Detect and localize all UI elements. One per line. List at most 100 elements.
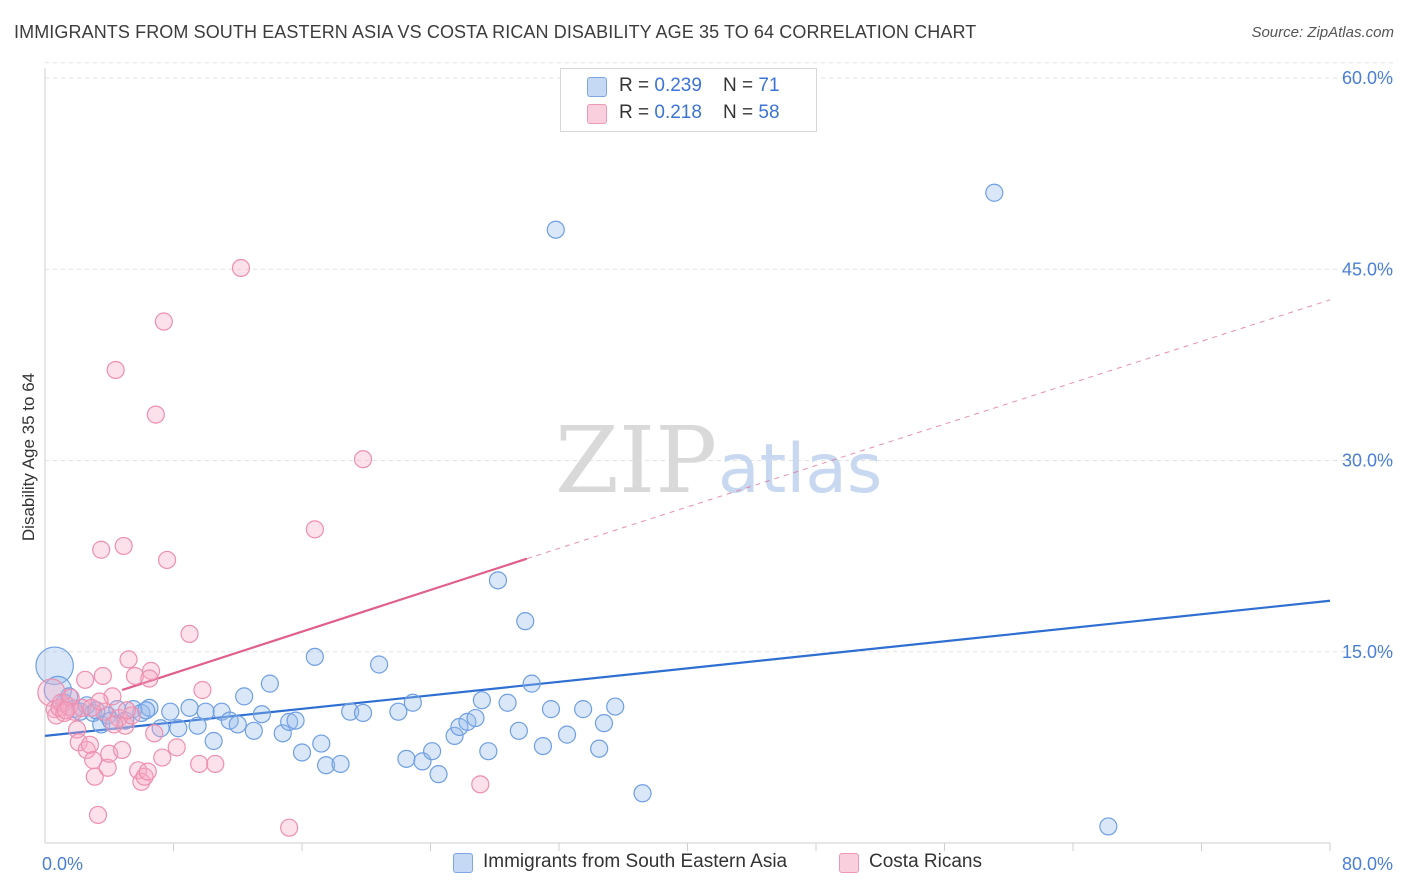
point-asia	[403, 693, 422, 712]
point-asia	[204, 731, 223, 751]
point-costa-rican	[153, 748, 172, 767]
trend-line-dashed	[526, 299, 1331, 560]
y-tick-label: 45.0%	[1342, 259, 1393, 279]
point-costa-rican	[138, 762, 157, 781]
point-asia	[273, 724, 292, 743]
point-costa-rican	[93, 666, 112, 686]
point-costa-rican	[90, 692, 109, 711]
point-asia	[316, 756, 336, 775]
legend-swatch-pink	[587, 104, 607, 124]
tick-labels: 15.0% 30.0% 45.0% 60.0% 0.0% 80.0%	[42, 68, 1393, 874]
point-asia	[196, 702, 215, 721]
point-costa-rican	[280, 818, 299, 837]
point-asia	[35, 646, 74, 686]
legend-n-label: N =	[723, 102, 759, 123]
point-costa-rican	[117, 701, 137, 720]
point-costa-rican	[305, 520, 324, 539]
y-tick-label: 60.0%	[1342, 68, 1393, 88]
point-asia	[312, 734, 331, 753]
legend-r-label: R =	[619, 102, 655, 123]
point-costa-rican	[193, 680, 212, 700]
point-costa-rican	[132, 772, 151, 791]
trend-lines	[44, 299, 1331, 737]
point-asia	[286, 711, 305, 730]
point-asia	[509, 721, 528, 740]
point-costa-rican	[471, 775, 490, 794]
point-asia	[228, 715, 247, 734]
y-tick-label: 30.0%	[1342, 451, 1393, 471]
source-label: Source: ZipAtlas.com	[1251, 24, 1394, 41]
point-asia	[397, 749, 416, 768]
legend-swatch-blue	[587, 77, 607, 97]
point-costa-rican	[119, 650, 138, 669]
point-costa-rican	[167, 738, 186, 757]
point-asia	[235, 687, 254, 706]
x-tick-label: 0.0%	[42, 854, 83, 874]
point-asia	[280, 712, 299, 731]
point-costa-rican	[157, 550, 177, 570]
point-asia	[522, 674, 541, 693]
point-costa-rican	[190, 754, 209, 774]
point-costa-rican	[106, 360, 125, 380]
trend-line-solid	[44, 599, 1331, 737]
point-asia	[445, 726, 464, 746]
point-asia	[429, 765, 448, 784]
legend-n-label: N =	[723, 75, 759, 96]
point-asia	[370, 655, 389, 674]
point-asia	[252, 705, 271, 724]
legend-r-label: R =	[619, 75, 655, 96]
point-asia	[169, 719, 188, 738]
point-asia	[188, 716, 207, 735]
point-asia	[498, 693, 517, 712]
point-asia	[305, 647, 324, 666]
legend-label: Immigrants from South Eastern Asia	[483, 851, 788, 872]
point-asia	[590, 739, 609, 758]
point-asia	[244, 721, 263, 740]
point-costa-rican	[77, 740, 96, 760]
point-costa-rican	[135, 767, 154, 786]
point-costa-rican	[145, 724, 164, 743]
axes	[44, 68, 1331, 851]
point-asia	[353, 703, 373, 723]
point-costa-rican	[92, 540, 111, 559]
legend-r-value: 0.218	[654, 102, 702, 123]
legend-swatch-pink	[839, 853, 859, 873]
point-costa-rican	[112, 740, 132, 760]
point-asia	[140, 698, 159, 717]
point-asia	[1099, 817, 1118, 836]
point-asia	[546, 220, 565, 239]
legend-label: Costa Ricans	[869, 851, 982, 872]
point-costa-rican	[154, 312, 173, 331]
watermark-atlas: atlas	[718, 430, 882, 509]
point-asia	[573, 700, 593, 719]
grid-lines	[45, 62, 1395, 653]
point-asia	[292, 743, 312, 762]
point-asia	[180, 698, 199, 717]
legend-swatch-blue	[453, 853, 473, 873]
point-asia	[423, 742, 442, 761]
point-asia	[606, 697, 625, 716]
point-asia	[594, 714, 614, 733]
legend-r-value: 0.239	[654, 75, 702, 96]
legend-n-value: 58	[758, 102, 780, 123]
y-tick-label: 15.0%	[1342, 642, 1393, 662]
point-asia	[488, 571, 508, 590]
point-asia	[633, 784, 652, 803]
point-costa-rican	[56, 701, 75, 720]
point-costa-rican	[231, 258, 251, 278]
point-asia	[260, 674, 279, 693]
point-costa-rican	[85, 767, 104, 786]
chart-title: IMMIGRANTS FROM SOUTH EASTERN ASIA VS CO…	[14, 22, 977, 42]
point-costa-rican	[80, 735, 100, 754]
point-asia	[466, 708, 485, 728]
point-asia	[137, 701, 156, 720]
point-costa-rican	[98, 758, 117, 777]
legend-n-value: 71	[758, 75, 780, 96]
point-costa-rican	[122, 706, 141, 725]
point-asia	[472, 691, 491, 710]
point-costa-rican	[125, 666, 145, 686]
point-asia	[161, 702, 180, 721]
point-asia	[557, 725, 577, 744]
point-costa-rican	[88, 805, 108, 825]
